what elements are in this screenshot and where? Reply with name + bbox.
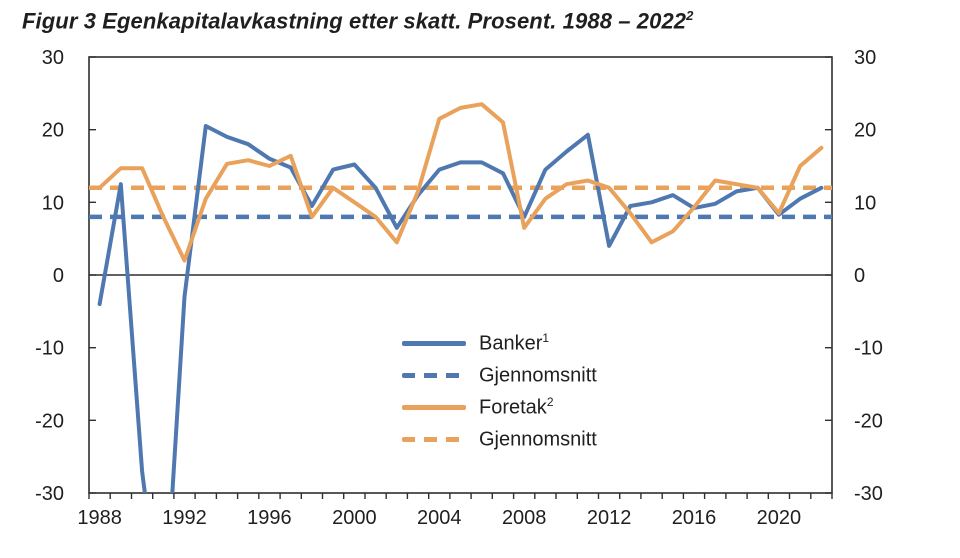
x-tick-label: 2008: [502, 507, 547, 529]
legend-line-foretak-solid: [402, 404, 466, 410]
y-tick-label-left: 0: [53, 265, 64, 287]
legend-line-foretak-dashed: [402, 436, 466, 442]
chart-legend: Banker1 Gjennomsnitt Foretak2 Gjennomsni…: [402, 327, 597, 455]
x-tick-label: 1992: [162, 507, 207, 529]
y-tick-label-right: 10: [854, 192, 876, 214]
y-tick-label-right: -20: [854, 410, 883, 432]
y-tick-label-left: -30: [35, 483, 64, 505]
x-tick-label: 2020: [757, 507, 802, 529]
y-tick-label-left: -10: [35, 338, 64, 360]
x-axis-ticks: [88, 493, 833, 499]
legend-item-foretak: Foretak2: [402, 391, 597, 423]
series-line-foretak: [97, 102, 824, 263]
y-tick-label-left: 20: [42, 120, 64, 142]
legend-line-banker-solid: [402, 340, 466, 346]
y-tick-label-left: 30: [42, 47, 64, 69]
x-tick-label: 2004: [417, 507, 462, 529]
legend-label-foretak: Foretak2: [479, 395, 554, 419]
legend-label-banker-average: Gjennomsnitt: [479, 364, 597, 387]
legend-label-foretak-average: Gjennomsnitt: [479, 428, 597, 451]
y-tick-label-right: 20: [854, 120, 876, 142]
legend-item-foretak-average: Gjennomsnitt: [402, 423, 597, 455]
chart-title: Figur 3 Egenkapitalavkastning etter skat…: [22, 8, 693, 34]
legend-item-banker: Banker1: [402, 327, 597, 359]
legend-item-banker-average: Gjennomsnitt: [402, 359, 597, 391]
legend-label-banker: Banker1: [479, 331, 550, 355]
series-line-banker: [97, 124, 824, 493]
y-tick-label-right: 0: [854, 265, 865, 287]
x-tick-label: 1996: [247, 507, 292, 529]
y-tick-label-right: -30: [854, 483, 883, 505]
y-axis: 30 30 20 20 10 10 0 0 -10 -10 -20 -20 -30 -30: [35, 47, 883, 505]
x-tick-label: 2016: [672, 507, 717, 529]
y-tick-label-right: -10: [854, 338, 883, 360]
y-tick-label-left: 10: [42, 192, 64, 214]
y-tick-label-right: 30: [854, 47, 876, 69]
x-tick-label: 2012: [587, 507, 632, 529]
legend-line-banker-dashed: [402, 372, 466, 378]
x-tick-label: 2000: [332, 507, 377, 529]
chart-title-superscript: 2: [686, 8, 694, 23]
x-tick-label: 1988: [77, 507, 122, 529]
y-tick-label-left: -20: [35, 410, 64, 432]
x-axis-labels: 1988 1992 1996 2000 2004 2008 2012 2016 2020: [77, 507, 801, 529]
chart-title-text: Figur 3 Egenkapitalavkastning etter skat…: [22, 8, 687, 34]
